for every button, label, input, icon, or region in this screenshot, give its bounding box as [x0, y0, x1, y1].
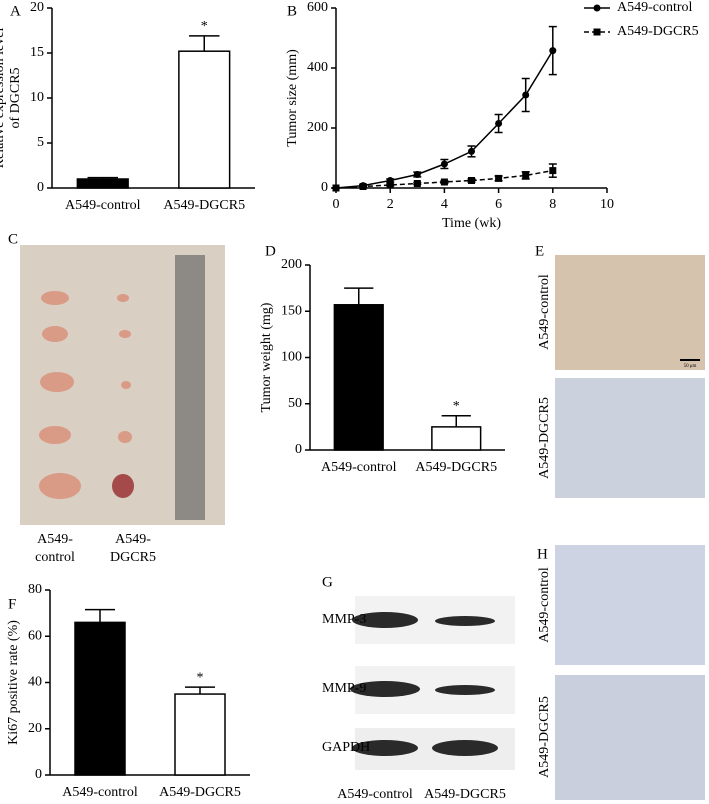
y-tick-label: 150: [281, 303, 302, 318]
annotation: *: [201, 19, 208, 34]
x-tick-label: A549-DGCR5: [163, 198, 245, 213]
x-tick-label: 4: [441, 197, 448, 212]
y-tick-label: 10: [30, 90, 44, 105]
y-axis-label: Ki67 positive rate (%): [6, 620, 21, 745]
band-label: MMP-3: [322, 612, 366, 627]
panel-letter: E: [535, 243, 544, 259]
x-tick-label: 10: [600, 197, 614, 212]
y-tick-label: 20: [30, 0, 44, 15]
x-tick-label: A549-control: [65, 198, 141, 213]
lane-label: A549-DGCR5: [424, 787, 506, 802]
row-label: A549-control: [537, 567, 552, 643]
bar: [333, 304, 384, 451]
bar: [76, 178, 129, 189]
marker: [495, 174, 503, 182]
photo-h: H A549-control A549-DGCR5: [537, 545, 705, 800]
ruler: [175, 255, 205, 520]
panel-letter: F: [8, 596, 16, 612]
marker: [332, 184, 340, 192]
legend-label: A549-control: [617, 0, 693, 15]
panel-letter: B: [287, 3, 297, 19]
y-axis-label: Tumor size (mm): [285, 49, 300, 147]
y-axis-label: Relative expression level: [0, 28, 7, 169]
x-tick-label: A549-control: [62, 785, 138, 800]
panel-letter: C: [8, 231, 18, 247]
band-label: MMP-9: [322, 681, 366, 696]
marker: [440, 160, 448, 168]
annotation: *: [197, 670, 204, 685]
photo-label: control: [35, 550, 75, 565]
photo-c: C A549- control A549- DGCR5: [8, 231, 225, 565]
row-label: A549-DGCR5: [537, 397, 552, 479]
bar: [431, 426, 482, 451]
x-tick-label: A549-DGCR5: [159, 785, 241, 800]
bar: [74, 621, 126, 776]
marker: [386, 181, 394, 189]
y-tick-label: 0: [321, 180, 328, 195]
y-tick-label: 400: [307, 60, 328, 75]
y-tick-label: 0: [295, 442, 302, 457]
y-axis-label: of DGCR5: [8, 67, 23, 128]
row-label: A549-control: [537, 274, 552, 350]
y-tick-label: 80: [28, 582, 42, 597]
scale-label: 50 μm: [684, 364, 697, 369]
y-tick-label: 200: [281, 257, 302, 272]
marker: [359, 183, 367, 190]
bar: [178, 50, 231, 189]
x-tick-label: 8: [549, 197, 556, 212]
panel-letter: H: [537, 546, 548, 562]
blot-g: G MMP-3 MMP-9 GAPDH A549-control A549-DG…: [322, 574, 515, 802]
marker: [440, 178, 448, 186]
y-tick-label: 0: [37, 180, 44, 195]
y-tick-label: 60: [28, 628, 42, 643]
marker: [413, 171, 421, 178]
marker: [549, 47, 557, 55]
marker: [468, 177, 475, 184]
photo-e: E 50 μm A549-control A549-DGCR5: [535, 243, 705, 498]
bar: [174, 693, 226, 776]
legend-marker: [593, 28, 601, 36]
band-label: GAPDH: [322, 740, 370, 755]
ihc-image: [555, 255, 705, 370]
bands: [350, 612, 498, 756]
y-axis-label: Tumor weight (mg): [259, 302, 274, 412]
panel-letter: D: [265, 243, 276, 259]
x-tick-label: 2: [387, 197, 394, 212]
y-tick-label: 15: [30, 45, 44, 60]
y-tick-label: 5: [37, 135, 44, 150]
marker: [468, 147, 475, 155]
x-tick-label: A549-control: [321, 460, 397, 475]
x-tick-label: A549-DGCR5: [415, 460, 497, 475]
y-tick-label: 600: [307, 0, 328, 15]
lane-label: A549-control: [337, 787, 413, 802]
photo-label: A549-: [37, 532, 73, 547]
marker: [549, 167, 557, 175]
y-tick-label: 50: [288, 396, 302, 411]
ihc-image: [555, 545, 705, 665]
legend-marker: [593, 4, 601, 12]
y-tick-label: 0: [35, 767, 42, 782]
panel-letter: G: [322, 574, 333, 590]
marker: [495, 120, 503, 127]
y-tick-label: 40: [28, 675, 42, 690]
x-axis-label: Time (wk): [442, 216, 501, 231]
photo-label: A549-: [115, 532, 151, 547]
x-tick-label: 0: [333, 197, 340, 212]
x-tick-label: 6: [495, 197, 502, 212]
legend-label: A549-DGCR5: [617, 24, 699, 39]
ihc-image: [555, 378, 705, 498]
y-tick-label: 100: [281, 350, 302, 365]
y-tick-label: 200: [307, 120, 328, 135]
tumors: [39, 291, 134, 499]
photo-label: DGCR5: [110, 550, 156, 565]
marker: [522, 171, 530, 179]
marker: [413, 180, 421, 187]
annotation: *: [453, 399, 460, 414]
panel-letter: A: [10, 3, 21, 19]
ihc-image: [555, 675, 705, 800]
y-tick-label: 20: [28, 721, 42, 736]
row-label: A549-DGCR5: [537, 696, 552, 778]
marker: [522, 91, 530, 99]
